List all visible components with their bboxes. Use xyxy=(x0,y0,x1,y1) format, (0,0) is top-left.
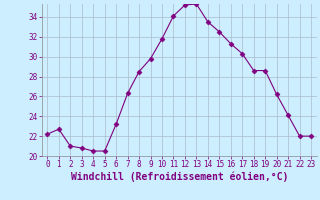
X-axis label: Windchill (Refroidissement éolien,°C): Windchill (Refroidissement éolien,°C) xyxy=(70,172,288,182)
